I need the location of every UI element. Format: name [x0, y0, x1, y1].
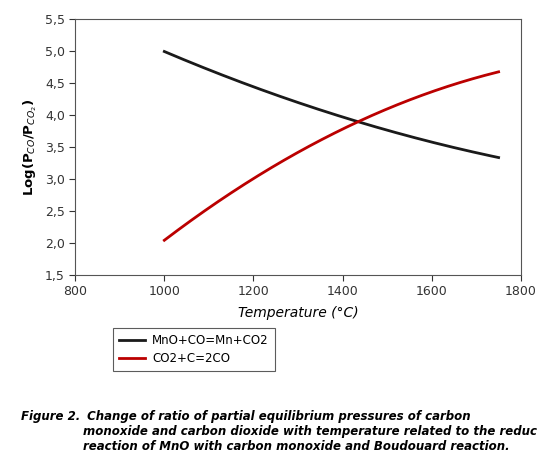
Text: Temperature (°C): Temperature (°C)	[238, 306, 358, 320]
Text: Change of ratio of partial equilibrium pressures of carbon
monoxide and carbon d: Change of ratio of partial equilibrium p…	[83, 410, 537, 453]
Text: Figure 2.: Figure 2.	[21, 410, 81, 423]
Y-axis label: Log(P$_{CO}$/P$_{CO_2}$): Log(P$_{CO}$/P$_{CO_2}$)	[21, 98, 39, 196]
Legend: MnO+CO=Mn+CO2, CO2+C=2CO: MnO+CO=Mn+CO2, CO2+C=2CO	[113, 328, 275, 371]
